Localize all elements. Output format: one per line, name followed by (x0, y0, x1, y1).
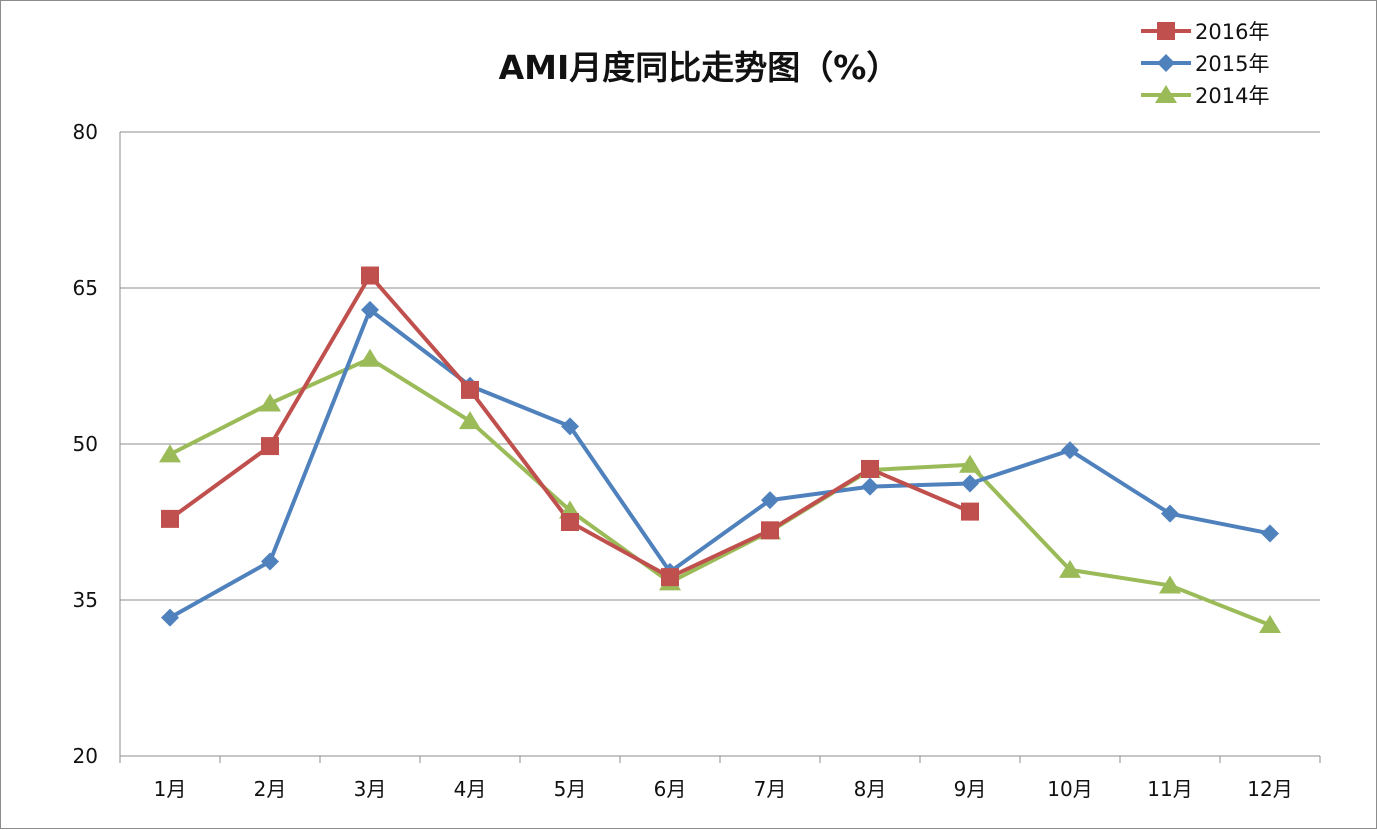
legend-marker (1157, 54, 1175, 72)
data-point (361, 300, 379, 319)
gridlines (120, 131, 1320, 601)
data-point (461, 380, 479, 399)
data-point (1159, 575, 1181, 594)
y-tick-label: 35 (73, 588, 98, 612)
series-markers-2014年 (159, 348, 1281, 633)
legend-item: 2016年 (1141, 20, 1269, 44)
legend-label: 2015年 (1195, 52, 1269, 76)
x-tick-label: 6月 (654, 777, 687, 801)
data-point (1261, 524, 1279, 543)
series-markers-2016年 (161, 266, 979, 587)
legend-marker (1157, 22, 1175, 40)
legend-label: 2014年 (1195, 84, 1269, 108)
x-tick-label: 1月 (154, 777, 187, 801)
data-point (661, 568, 679, 587)
x-tick-label: 11月 (1147, 777, 1192, 801)
y-tick-label: 50 (73, 432, 98, 456)
y-tick-label: 80 (73, 120, 98, 144)
series-lines (168, 273, 1271, 627)
y-tick-label: 65 (73, 276, 98, 300)
x-tick-label: 10月 (1047, 777, 1092, 801)
legend-item: 2014年 (1141, 84, 1269, 108)
data-point (159, 444, 181, 463)
x-tick-labels: 1月 2月 3月 4月 5月 6月 7月 8月 9月 10月 11月 12月 (154, 777, 1293, 801)
chart-title: AMI月度同比走势图（%） (499, 48, 900, 87)
x-tick-label: 7月 (754, 777, 787, 801)
x-tick-label: 4月 (454, 777, 487, 801)
data-point (761, 521, 779, 540)
data-point (1059, 559, 1081, 578)
series-line-2014年 (169, 356, 1271, 627)
x-tick-label: 9月 (954, 777, 987, 801)
data-point (561, 417, 579, 436)
data-point (459, 411, 481, 430)
series-markers (159, 266, 1281, 633)
x-tick-label: 8月 (854, 777, 887, 801)
legend: 2016年 2015年 2014年 (1141, 20, 1269, 108)
legend-item: 2015年 (1141, 52, 1269, 76)
data-point (361, 266, 379, 285)
data-point (1259, 614, 1281, 633)
legend-marker (1155, 85, 1177, 103)
y-tick-label: 20 (73, 744, 98, 768)
legend-label: 2016年 (1195, 20, 1269, 44)
data-point (261, 437, 279, 456)
series-line-2015年 (169, 307, 1271, 620)
data-point (259, 393, 281, 412)
data-point (161, 509, 179, 528)
data-point (861, 459, 879, 478)
axes (119, 132, 1321, 763)
data-point (261, 552, 279, 571)
x-tick-label: 12月 (1247, 777, 1292, 801)
data-point (961, 502, 979, 521)
data-point (161, 608, 179, 627)
x-tick-label: 5月 (554, 777, 587, 801)
data-point (359, 348, 381, 367)
y-tick-labels: 20 35 50 65 80 (73, 120, 98, 768)
data-point (1161, 504, 1179, 523)
data-point (861, 477, 879, 496)
x-tick-label: 3月 (354, 777, 387, 801)
x-tick-label: 2月 (254, 777, 287, 801)
data-point (761, 491, 779, 510)
data-point (561, 513, 579, 531)
data-point (1061, 441, 1079, 460)
data-point (959, 454, 981, 473)
data-point (961, 474, 979, 493)
